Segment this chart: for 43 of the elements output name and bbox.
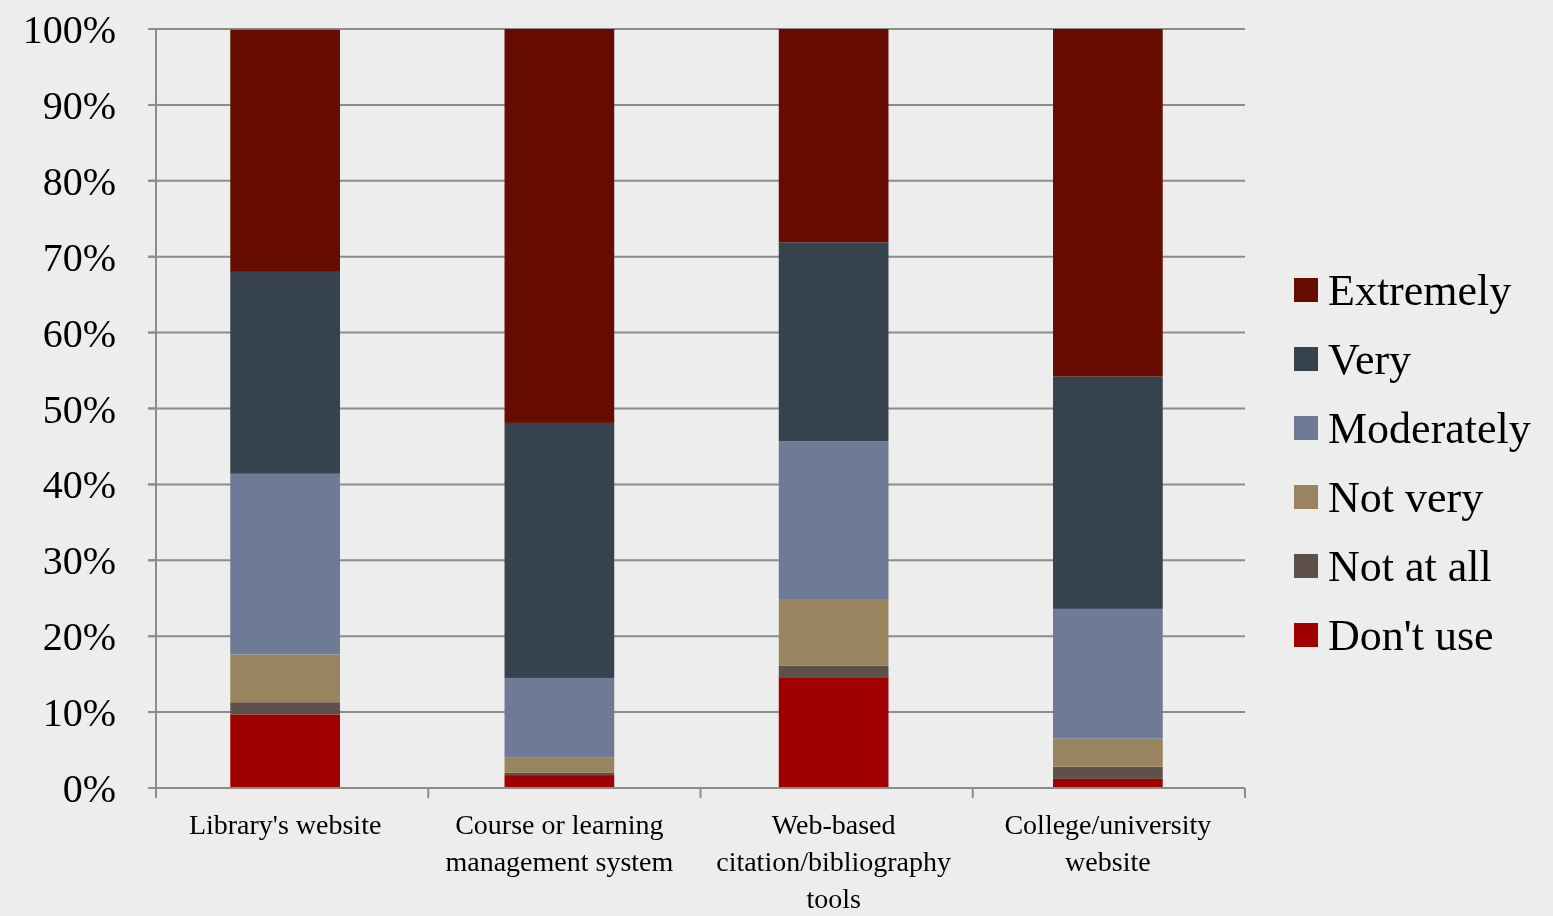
y-tick-label: 70% <box>42 234 116 280</box>
bar <box>504 422 615 678</box>
legend-label: Very <box>1328 335 1412 385</box>
y-tick-label: 30% <box>42 538 116 584</box>
legend-label: Don't use <box>1328 611 1494 661</box>
bar <box>230 654 340 703</box>
bar <box>778 599 889 666</box>
bar <box>504 677 615 758</box>
bar <box>778 441 889 600</box>
bar <box>1053 608 1163 739</box>
y-tick-label: 20% <box>42 614 116 660</box>
bar <box>230 29 340 272</box>
bar <box>1053 29 1163 377</box>
y-tick-label: 40% <box>42 462 116 508</box>
legend-label: Moderately <box>1328 404 1531 454</box>
bar <box>230 271 340 474</box>
bar <box>778 665 889 678</box>
legend-label: Not at all <box>1328 542 1492 592</box>
y-tick-label: 60% <box>42 310 116 356</box>
x-tick-label: College/university website <box>1004 809 1212 877</box>
y-tick-label: 80% <box>42 158 116 204</box>
bar <box>230 473 340 655</box>
bar <box>1053 738 1163 767</box>
x-tick-label: Course or learning management system <box>445 809 674 877</box>
x-tick-label: Web-based citation/bibliography tools <box>716 809 952 914</box>
bar <box>504 757 615 773</box>
bar <box>778 242 889 442</box>
y-tick-label: 0% <box>62 766 116 811</box>
x-tick-label: Library's website <box>188 809 382 840</box>
y-tick-label: 50% <box>42 386 116 432</box>
bar <box>778 29 889 243</box>
legend-label: Extremely <box>1328 266 1512 316</box>
y-tick-label: 100% <box>22 7 116 52</box>
bar <box>1053 766 1163 779</box>
bar <box>230 702 340 715</box>
bar <box>1053 376 1163 609</box>
legend-label: Not very <box>1328 473 1484 523</box>
bar <box>778 677 889 788</box>
bar <box>504 775 615 788</box>
bar <box>504 29 615 423</box>
y-tick-label: 10% <box>42 690 116 736</box>
bar <box>230 714 340 788</box>
y-tick-label: 90% <box>42 82 116 128</box>
